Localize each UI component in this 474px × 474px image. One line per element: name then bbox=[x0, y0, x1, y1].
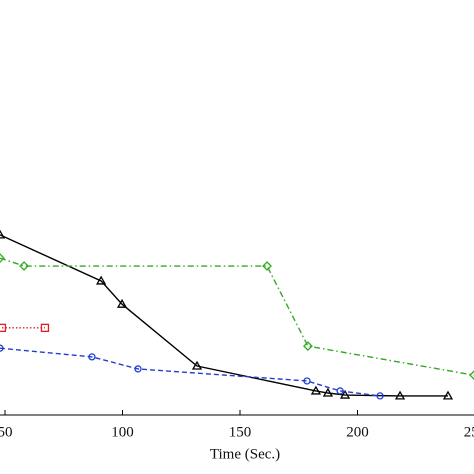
marker bbox=[310, 385, 322, 395]
series-line bbox=[0, 257, 474, 376]
marker bbox=[442, 390, 454, 400]
marker bbox=[376, 392, 384, 400]
marker bbox=[0, 344, 4, 352]
marker bbox=[0, 323, 7, 333]
marker bbox=[303, 377, 311, 385]
marker bbox=[134, 365, 142, 373]
marker bbox=[116, 298, 128, 308]
marker bbox=[322, 387, 334, 397]
marker bbox=[19, 261, 29, 271]
series-line bbox=[0, 234, 448, 397]
x-tick-label: 200 bbox=[346, 424, 369, 440]
marker bbox=[0, 229, 6, 239]
marker bbox=[469, 370, 474, 381]
x-tick-label: 150 bbox=[229, 424, 252, 440]
x-axis-label: Time (Sec.) bbox=[210, 446, 280, 462]
marker bbox=[0, 253, 5, 264]
marker bbox=[40, 323, 50, 333]
marker bbox=[303, 341, 313, 352]
series-line bbox=[0, 347, 381, 397]
marker bbox=[191, 360, 203, 370]
marker bbox=[394, 390, 406, 400]
marker bbox=[339, 389, 351, 399]
marker bbox=[336, 387, 344, 395]
x-tick-label: 50 bbox=[0, 424, 13, 440]
x-tick-label: 250 bbox=[464, 424, 474, 440]
marker bbox=[96, 275, 107, 285]
marker bbox=[262, 261, 272, 271]
x-tick-label: 100 bbox=[111, 424, 134, 440]
marker bbox=[88, 353, 96, 361]
